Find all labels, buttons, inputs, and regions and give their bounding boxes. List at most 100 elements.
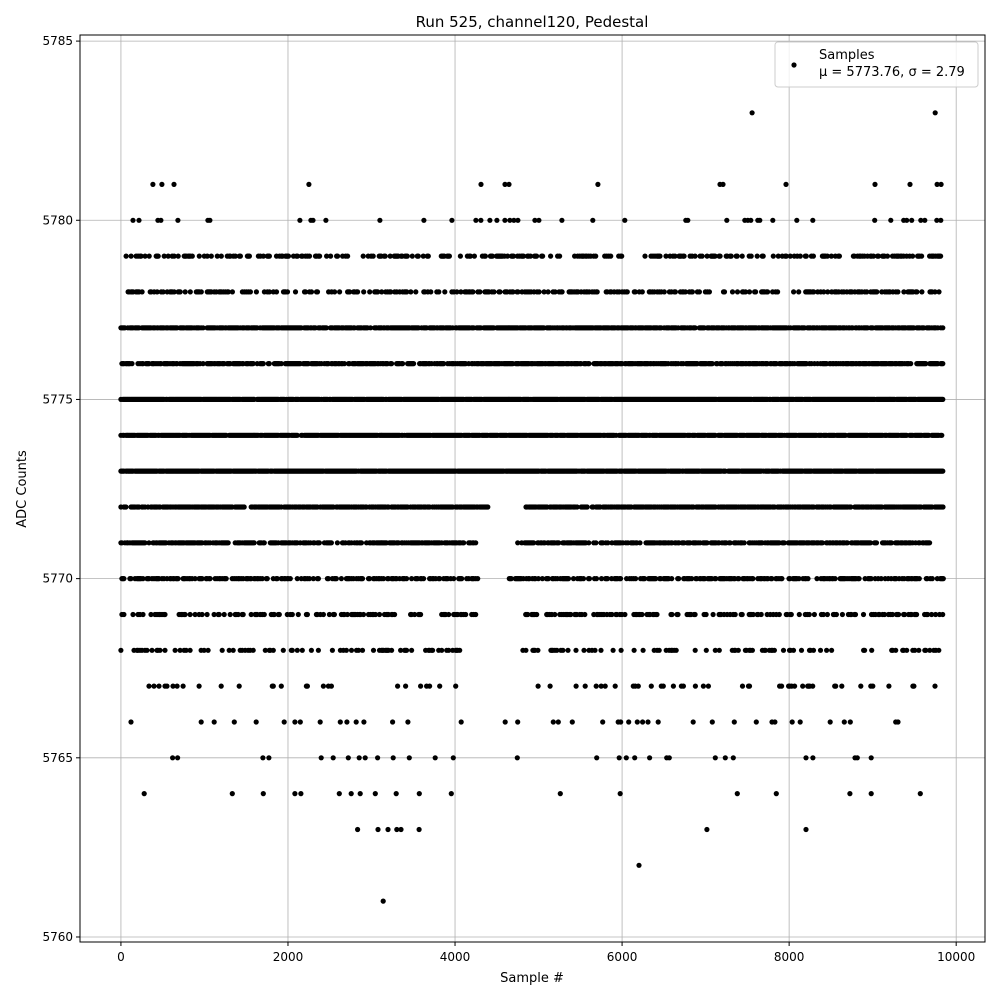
data-point [171, 182, 176, 187]
data-point [449, 218, 454, 223]
data-point [130, 218, 135, 223]
data-point [375, 755, 380, 760]
data-point [338, 719, 343, 724]
data-point [398, 827, 403, 832]
data-point [254, 719, 259, 724]
data-point [367, 289, 372, 294]
data-point [355, 827, 360, 832]
data-point [413, 289, 418, 294]
data-point [319, 755, 324, 760]
data-point [349, 791, 354, 796]
data-point [142, 791, 147, 796]
data-point [940, 469, 945, 474]
data-point [560, 289, 565, 294]
data-point [267, 361, 272, 366]
data-point [904, 218, 909, 223]
data-point [798, 719, 803, 724]
data-point [771, 254, 776, 259]
data-point [436, 289, 441, 294]
data-point [428, 289, 433, 294]
data-point [383, 254, 388, 259]
data-point [855, 755, 860, 760]
data-point [586, 361, 591, 366]
data-point [129, 254, 134, 259]
data-point [922, 218, 927, 223]
data-point [470, 289, 475, 294]
data-point [159, 182, 164, 187]
data-point [318, 719, 323, 724]
data-point [478, 182, 483, 187]
data-point [559, 218, 564, 223]
data-point [156, 254, 161, 259]
data-point [617, 755, 622, 760]
data-point [585, 504, 590, 509]
data-point [919, 289, 924, 294]
data-point [515, 719, 520, 724]
data-point [315, 289, 320, 294]
data-point [798, 254, 803, 259]
data-point [358, 791, 363, 796]
data-point [345, 254, 350, 259]
data-point [557, 254, 562, 259]
data-point [790, 719, 795, 724]
data-point [625, 289, 630, 294]
data-point [487, 218, 492, 223]
data-point [570, 719, 575, 724]
data-point [735, 791, 740, 796]
data-point [363, 755, 368, 760]
data-point [810, 218, 815, 223]
data-point [803, 755, 808, 760]
data-point [140, 289, 145, 294]
data-point [491, 289, 496, 294]
data-point [593, 254, 598, 259]
data-point [147, 254, 152, 259]
data-point [503, 719, 508, 724]
data-point [371, 254, 376, 259]
data-point [247, 254, 252, 259]
data-point [292, 719, 297, 724]
data-point [811, 254, 816, 259]
data-point [940, 397, 945, 402]
data-point [735, 254, 740, 259]
data-point [732, 719, 737, 724]
data-point [405, 254, 410, 259]
data-point [124, 254, 129, 259]
data-point [722, 289, 727, 294]
data-point [608, 254, 613, 259]
data-point [618, 791, 623, 796]
data-point [765, 289, 770, 294]
data-point [252, 540, 257, 545]
data-point [209, 254, 214, 259]
data-point [729, 254, 734, 259]
data-point [459, 719, 464, 724]
data-point [690, 289, 695, 294]
data-point [178, 289, 183, 294]
data-point [636, 863, 641, 868]
data-point [458, 254, 463, 259]
data-point [869, 755, 874, 760]
data-point [662, 289, 667, 294]
data-point [381, 899, 386, 904]
data-point [375, 827, 380, 832]
data-point [673, 289, 678, 294]
data-point [685, 218, 690, 223]
data-point [298, 791, 303, 796]
data-point [286, 254, 291, 259]
data-point [267, 254, 272, 259]
data-point [261, 361, 266, 366]
data-point [940, 361, 945, 366]
data-point [720, 182, 725, 187]
data-point [451, 755, 456, 760]
data-point [472, 254, 477, 259]
data-point [540, 254, 545, 259]
data-point [355, 289, 360, 294]
data-point [936, 289, 941, 294]
data-point [242, 504, 247, 509]
data-point [657, 254, 662, 259]
data-point [123, 504, 128, 509]
data-point [298, 719, 303, 724]
data-point [411, 361, 416, 366]
data-point [400, 361, 405, 366]
data-point [261, 791, 266, 796]
